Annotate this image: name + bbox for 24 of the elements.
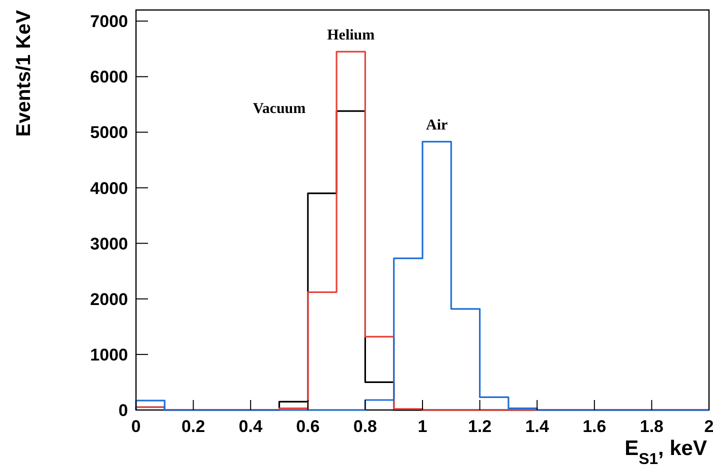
y-tick-label: 6000: [90, 68, 128, 87]
x-tick-label: 1.4: [525, 417, 550, 436]
text: Vacuum: [252, 101, 306, 118]
series-label: Helium: [327, 28, 376, 44]
x-tick-label: 0.2: [181, 417, 206, 436]
x-tick-label: 1.8: [640, 417, 664, 436]
y-tick-label: 2000: [90, 290, 128, 309]
series-label: Air: [426, 118, 448, 134]
y-tick-label: 5000: [90, 123, 128, 142]
x-tick-label: 0.6: [296, 417, 320, 436]
y-tick-label: 3000: [90, 234, 128, 254]
x-tick-label: 0: [131, 417, 141, 436]
x-tick-label: 1.2: [468, 417, 492, 436]
x-tick-label: 1.6: [582, 417, 606, 436]
y-tick-label: 0: [118, 401, 128, 420]
x-tick-label: 1: [418, 417, 428, 436]
x-tick-label: 0.8: [353, 417, 378, 436]
y-tick-label: 7000: [90, 12, 128, 32]
y-tick-label: 1000: [90, 345, 128, 364]
y-axis-title: Events/1 KeV: [13, 9, 35, 137]
x-tick-label: 2: [704, 417, 713, 436]
x-tick-label: 0.4: [238, 417, 263, 436]
x-axis-title: E$_{S1}$, keV: [624, 437, 707, 468]
y-tick-label: 4000: [90, 178, 128, 198]
